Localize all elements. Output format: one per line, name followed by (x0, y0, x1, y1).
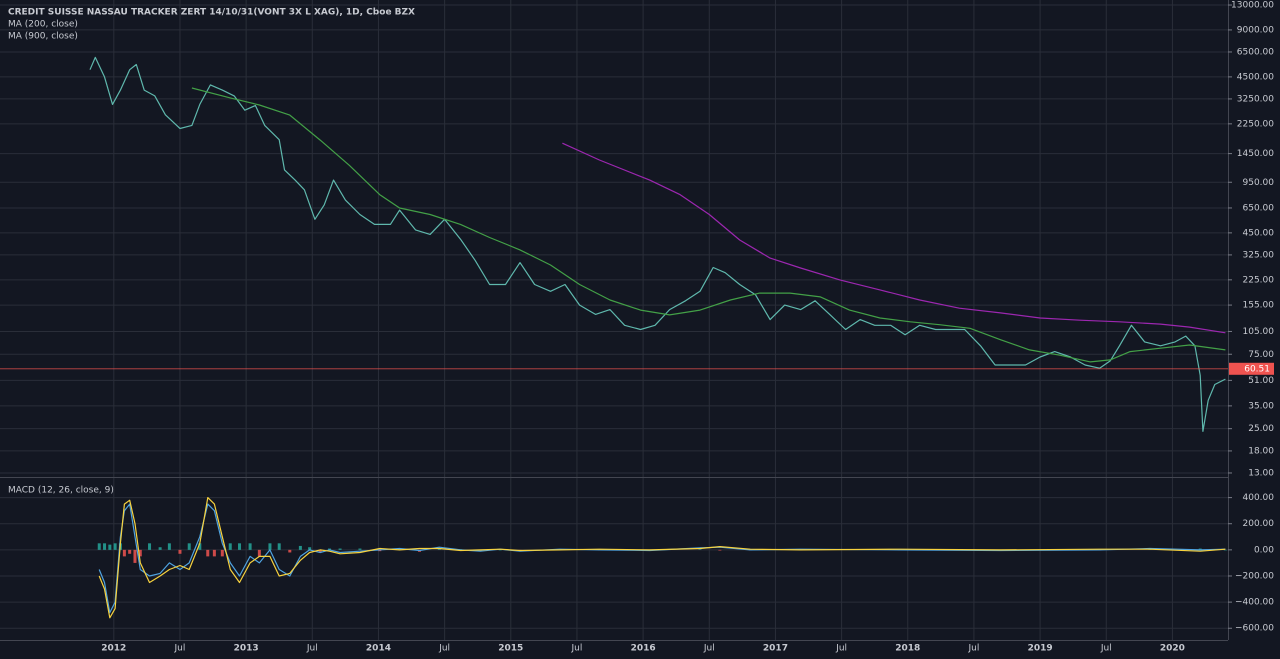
series-line (562, 142, 1226, 334)
y-tick-label: 18.00 (1248, 446, 1274, 456)
x-tick-label: 2018 (895, 644, 920, 654)
histogram-bar (206, 549, 210, 557)
histogram-bar (167, 543, 171, 550)
histogram-bar (498, 549, 502, 551)
x-tick-label: Jul (703, 644, 715, 654)
histogram-bar (378, 549, 382, 552)
y-tick-label: 6500.00 (1237, 47, 1274, 57)
y-tick-label: 450.00 (1243, 228, 1275, 238)
y-tick-label: 155.00 (1243, 301, 1275, 311)
pane-title: CREDIT SUISSE NASSAU TRACKER ZERT 14/10/… (8, 8, 415, 18)
x-tick-label: Jul (438, 644, 450, 654)
histogram-bar (1198, 548, 1202, 550)
histogram-bar (248, 543, 252, 550)
x-tick-label: Jul (835, 644, 847, 654)
histogram-bar (138, 549, 142, 557)
histogram-bar (268, 543, 272, 550)
histogram-bar (1223, 549, 1227, 551)
histogram-bar (128, 549, 132, 554)
histogram-bar (212, 549, 216, 557)
x-tick-label: 2016 (631, 644, 656, 654)
y-tick-label: 225.00 (1243, 275, 1275, 285)
histogram-bar (97, 543, 101, 550)
histogram-bar (257, 549, 261, 557)
histogram-bar (288, 549, 292, 553)
histogram-bar (698, 549, 702, 550)
x-tick-label: 2014 (366, 644, 391, 654)
histogram-bar (187, 543, 191, 550)
histogram-bar (103, 543, 107, 550)
last-price-box (1229, 362, 1274, 375)
histogram-bar (198, 543, 202, 550)
y-tick-label: −600.00 (1235, 624, 1274, 634)
y-tick-label: 13000.00 (1231, 1, 1274, 11)
histogram-bar (238, 543, 242, 550)
y-tick-label: 35.00 (1248, 401, 1274, 411)
y-tick-label: 13.00 (1248, 468, 1274, 478)
series-line (191, 87, 1226, 363)
histogram-bar (478, 549, 482, 552)
y-tick-label: 3250.00 (1237, 94, 1274, 104)
histogram-bar (318, 549, 322, 553)
legend-entry: MA (900, close) (8, 32, 78, 42)
y-tick-label: 950.00 (1243, 178, 1275, 188)
y-tick-label: 650.00 (1243, 203, 1275, 213)
y-tick-label: 75.00 (1248, 350, 1274, 360)
histogram-bar (113, 543, 117, 550)
y-tick-label: 0.00 (1254, 545, 1274, 555)
y-tick-label: 9000.00 (1237, 25, 1274, 35)
histogram-bar (338, 548, 342, 550)
x-tick-label: 2019 (1028, 644, 1053, 654)
y-tick-label: 325.00 (1243, 250, 1275, 260)
y-tick-label: −400.00 (1235, 598, 1274, 608)
histogram-bar (158, 547, 162, 550)
y-tick-label: 105.00 (1243, 327, 1275, 337)
x-tick-label: 2013 (234, 644, 259, 654)
histogram-bar (220, 549, 224, 557)
y-tick-label: −200.00 (1235, 571, 1274, 581)
histogram-bar (437, 548, 441, 550)
histogram-bar (277, 543, 281, 550)
x-tick-label: Jul (306, 644, 318, 654)
y-tick-label: 2250.00 (1237, 119, 1274, 129)
histogram-bar (133, 549, 137, 563)
legend-entry: MA (200, close) (8, 20, 78, 30)
histogram-bar (358, 548, 362, 550)
histogram-bar (308, 547, 312, 550)
y-tick-label: 4500.00 (1237, 72, 1274, 82)
histogram-bar (718, 549, 722, 551)
x-tick-label: Jul (174, 644, 186, 654)
y-tick-label: 200.00 (1243, 519, 1275, 529)
histogram-bar (398, 548, 402, 550)
x-tick-label: 2017 (763, 644, 788, 654)
x-tick-label: 2012 (101, 644, 126, 654)
x-tick-label: 2015 (498, 644, 523, 654)
pane-title: MACD (12, 26, close, 9) (8, 486, 114, 496)
histogram-bar (178, 549, 182, 554)
histogram-bar (122, 549, 126, 557)
y-tick-label: 51.00 (1248, 376, 1274, 386)
histogram-bar (298, 545, 302, 550)
y-tick-label: 1450.00 (1237, 149, 1274, 159)
y-tick-label: 25.00 (1248, 424, 1274, 434)
histogram-bar (148, 543, 152, 550)
last-price-label: 60.51 (1244, 364, 1270, 374)
y-tick-label: 400.00 (1243, 493, 1275, 503)
histogram-bar (327, 548, 331, 550)
histogram-bar (228, 543, 232, 550)
x-tick-label: Jul (968, 644, 980, 654)
series-line (98, 497, 1226, 619)
x-tick-label: Jul (571, 644, 583, 654)
histogram-bar (108, 544, 112, 550)
x-tick-label: Jul (1100, 644, 1112, 654)
x-tick-label: 2020 (1160, 644, 1185, 654)
